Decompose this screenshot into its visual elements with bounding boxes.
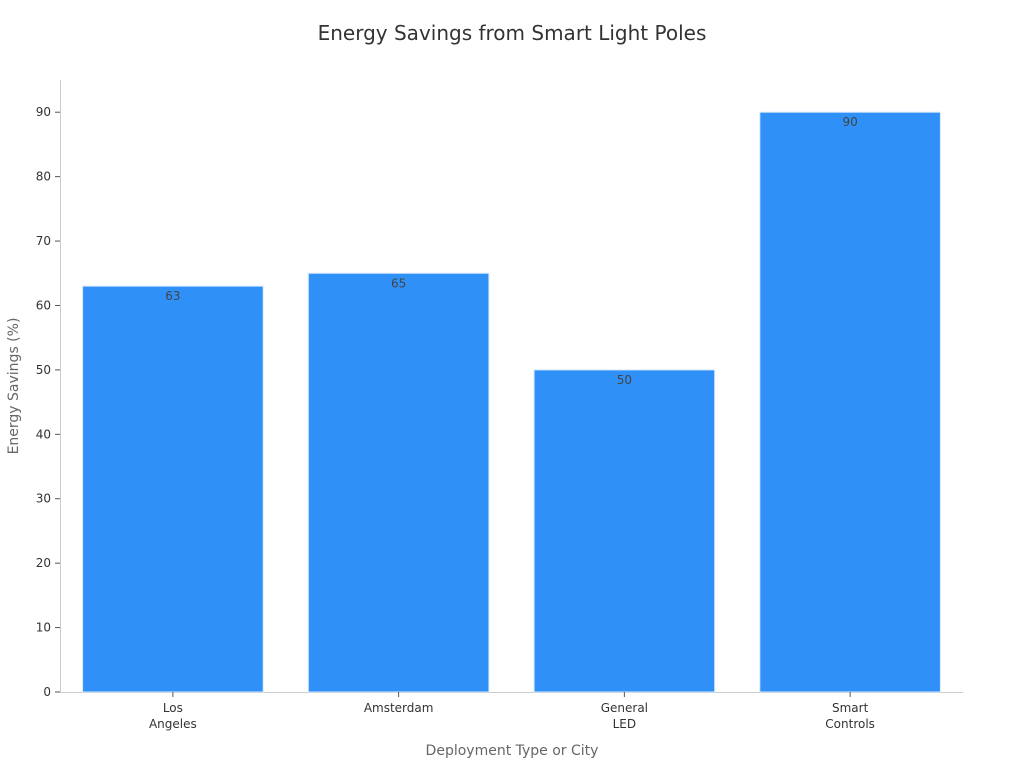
x-tick-label-line: Smart: [832, 701, 869, 715]
y-tick-label: 80: [36, 170, 51, 184]
bar: [307, 272, 490, 693]
y-tick-label: 30: [36, 492, 51, 506]
y-tick-label: 0: [43, 685, 51, 699]
y-tick-label: 40: [36, 427, 51, 441]
x-tick-label-line: Los: [163, 701, 183, 715]
bar-value-label: 63: [165, 289, 180, 303]
x-tick-label-line: Amsterdam: [364, 701, 434, 715]
x-tick-label: Los Angeles: [149, 701, 197, 731]
y-tick-label: 20: [36, 556, 51, 570]
x-tick-label-line: General: [601, 701, 648, 715]
x-tick-label: Smart Controls: [825, 701, 875, 731]
y-axis-label: Energy Savings (%): [6, 318, 22, 455]
bar: [759, 111, 941, 693]
y-tick-label: 70: [36, 234, 51, 248]
y-tick-label: 90: [36, 105, 51, 119]
x-tick-label: General LED: [601, 701, 648, 731]
y-tick-label: 10: [36, 621, 51, 635]
bar-value-label: 65: [391, 276, 406, 290]
y-tick-label: 50: [36, 363, 51, 377]
y-axis-ticks: 0 10 20 30 40 50 60 70 80 90: [36, 105, 60, 699]
bar: [533, 369, 716, 693]
x-tick-label-line: Angeles: [149, 717, 197, 731]
x-tick-label-line: LED: [613, 717, 637, 731]
x-tick-label: Amsterdam: [364, 701, 434, 715]
x-axis-ticks: Los Angeles Amsterdam General LED Smart Contro…: [149, 692, 875, 731]
x-axis-label: Deployment Type or City: [426, 743, 599, 759]
y-tick-label: 60: [36, 298, 51, 312]
bar-value-label: 90: [842, 115, 857, 129]
x-tick-label-line: Controls: [825, 717, 875, 731]
bar-value-label: 50: [617, 373, 632, 387]
bar: [82, 285, 264, 693]
chart-title: Energy Savings from Smart Light Poles: [318, 21, 707, 45]
bars: 63 65 50 90: [82, 111, 941, 693]
